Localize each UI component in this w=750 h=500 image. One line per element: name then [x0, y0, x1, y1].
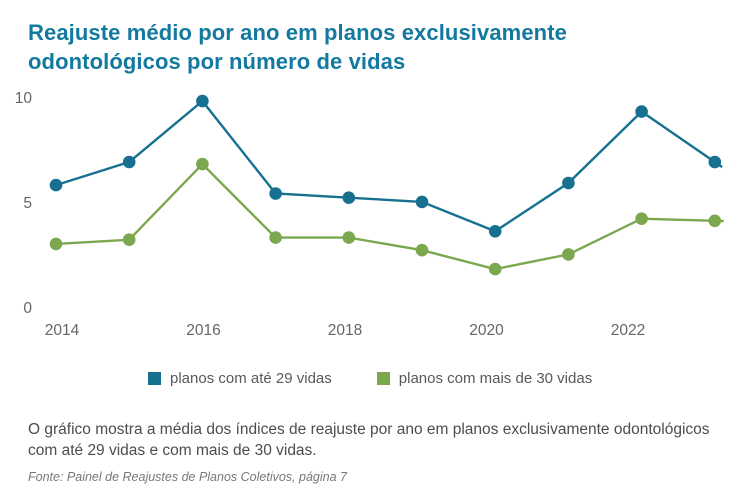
- legend-label: planos com até 29 vidas: [170, 370, 332, 387]
- legend-item-mais-de-30-vidas: planos com mais de 30 vidas: [376, 370, 593, 387]
- data-point: [49, 178, 63, 192]
- series-line-0: [55, 99, 723, 233]
- chart-title: Reajuste médio por ano em planos exclusi…: [28, 20, 567, 74]
- y-tick-label: 10: [14, 90, 32, 107]
- legend-swatch-teal: [148, 372, 161, 385]
- x-tick-label: 2020: [469, 322, 504, 339]
- data-point: [635, 212, 648, 225]
- data-point: [269, 231, 282, 244]
- data-point: [488, 262, 502, 276]
- x-tick-label: 2016: [186, 322, 221, 339]
- y-tick-label: 0: [23, 300, 32, 317]
- data-point: [342, 191, 356, 204]
- y-tick-label: 5: [23, 195, 32, 212]
- data-point: [122, 155, 136, 169]
- chart-description: O gráfico mostra a média dos índices de …: [28, 421, 710, 459]
- data-point: [415, 195, 429, 209]
- legend-swatch-green: [376, 372, 390, 385]
- legend-item-ate-29-vidas: planos com até 29 vidas: [148, 370, 332, 387]
- data-point: [562, 248, 575, 261]
- legend-label: planos com mais de 30 vidas: [398, 370, 593, 387]
- data-point: [342, 231, 356, 244]
- data-point: [196, 157, 209, 171]
- source-note: Fonte: Painel de Reajustes de Planos Col…: [28, 470, 347, 484]
- x-tick-label: 2014: [44, 322, 80, 339]
- data-point: [196, 94, 209, 108]
- data-point: [562, 176, 575, 190]
- series-line-1: [55, 162, 724, 271]
- data-point: [708, 214, 722, 228]
- data-point: [49, 237, 63, 251]
- chart-legend: planos com até 29 vidas planos com mais …: [148, 370, 592, 387]
- data-point: [415, 243, 429, 257]
- data-point: [122, 233, 136, 246]
- data-point: [269, 187, 282, 200]
- x-tick-label: 2018: [327, 322, 363, 339]
- data-point: [635, 105, 648, 118]
- data-point: [708, 155, 722, 169]
- x-tick-label: 2022: [610, 322, 646, 339]
- data-point: [488, 225, 502, 238]
